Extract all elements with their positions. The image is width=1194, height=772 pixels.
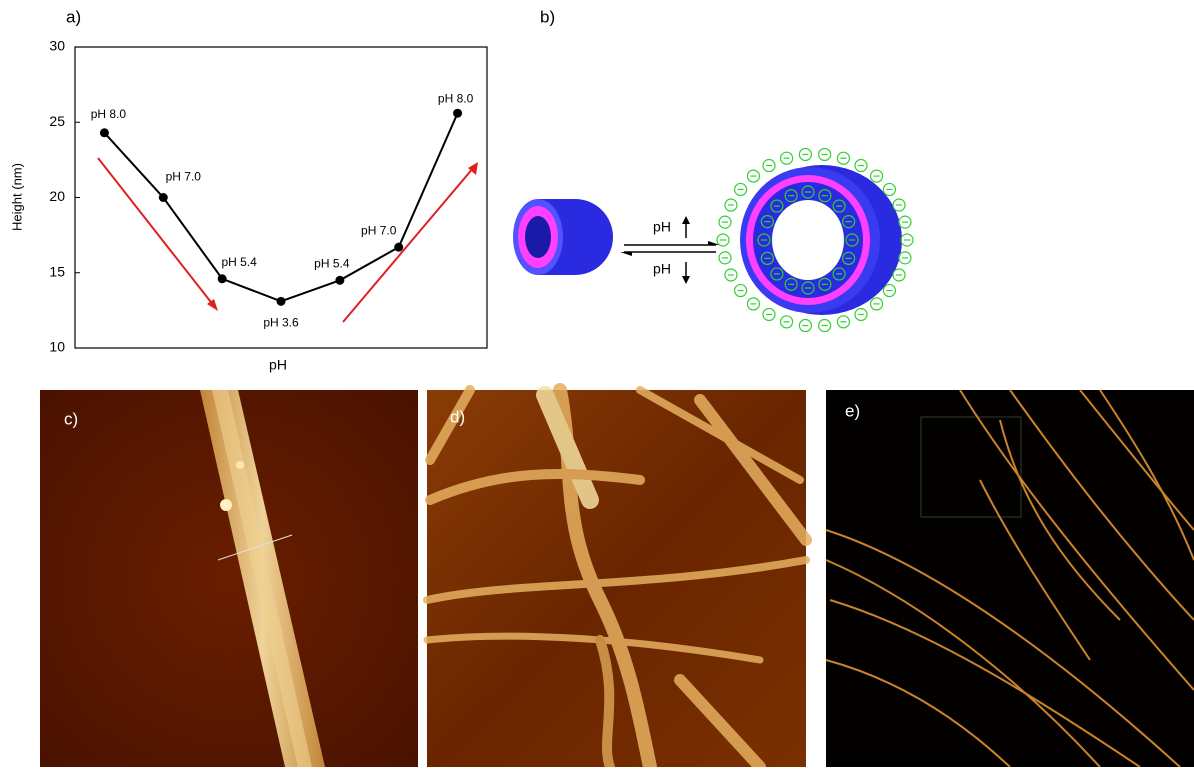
diagram-label: pH [653, 219, 671, 235]
y-tick-label: 25 [49, 113, 65, 129]
afm-image [826, 390, 1194, 767]
point [100, 128, 109, 137]
y-tick-label: 30 [49, 38, 65, 54]
arrowhead [207, 299, 218, 311]
point [218, 274, 227, 283]
y-tick-label: 10 [49, 339, 65, 355]
arrow [343, 167, 474, 322]
point-label: pH 3.6 [263, 316, 299, 330]
y-tick-label: 20 [49, 188, 65, 204]
panel-label: b) [540, 7, 555, 26]
point [453, 109, 462, 118]
point-label: pH 7.0 [361, 223, 397, 237]
panel-label: e) [845, 401, 860, 420]
point-label: pH 8.0 [91, 107, 127, 121]
chart: Height (nm) pH 10 15 20 25 30 pH 8.0 pH 7.0 pH … [9, 38, 487, 373]
figure: a) b) Height (nm) pH 10 15 20 25 30 pH 8.0 pH … [0, 0, 1194, 767]
point-label: pH 5.4 [314, 256, 350, 270]
point [335, 276, 344, 285]
y-axis-label: Height (nm) [9, 163, 24, 231]
afm-image [427, 390, 806, 767]
x-axis-label: pH [269, 357, 287, 373]
afm-image [40, 390, 418, 767]
point [394, 243, 403, 252]
point-label: pH 5.4 [221, 255, 257, 269]
panel-label: a) [66, 7, 81, 26]
tube-diagram [513, 148, 913, 331]
point-label: pH 8.0 [438, 91, 474, 105]
diagram-label: pH [653, 261, 671, 277]
y-tick-label: 15 [49, 263, 65, 279]
panel-label: d) [450, 407, 465, 426]
line [104, 113, 457, 301]
point [277, 297, 286, 306]
panel-label: c) [64, 409, 78, 428]
point-label: pH 7.0 [166, 170, 202, 184]
point [159, 193, 168, 202]
